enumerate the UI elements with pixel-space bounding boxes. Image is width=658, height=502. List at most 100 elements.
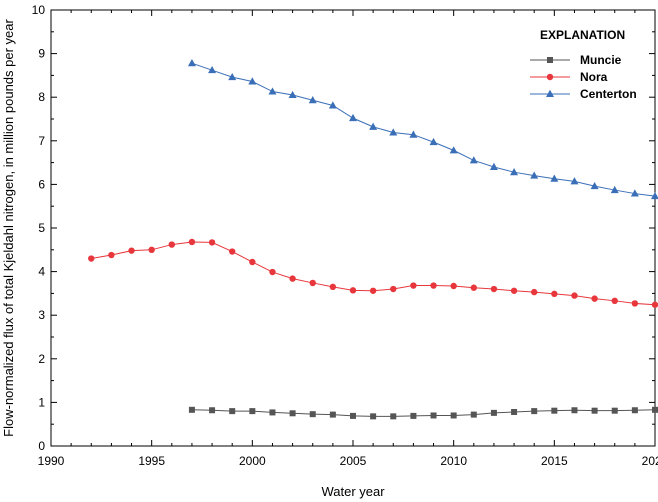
nora-data-point bbox=[148, 246, 155, 253]
muncie-data-point bbox=[631, 407, 638, 414]
x-axis-title: Water year bbox=[321, 484, 385, 499]
nora-data-point bbox=[88, 255, 95, 262]
centerton-data-point bbox=[610, 185, 619, 194]
muncie-data-point bbox=[551, 407, 558, 414]
nora-data-point bbox=[289, 275, 296, 282]
muncie-data-point bbox=[611, 407, 618, 414]
centerton-data-point bbox=[308, 96, 317, 104]
muncie-data-point bbox=[350, 412, 356, 419]
muncie-data-point bbox=[410, 412, 417, 419]
muncie-data-point bbox=[430, 412, 437, 419]
nora-data-point bbox=[229, 248, 236, 255]
nora-data-point bbox=[349, 287, 357, 294]
nora-data-point bbox=[369, 287, 377, 294]
nora-data-point bbox=[510, 287, 518, 294]
centerton-data-point bbox=[590, 181, 599, 190]
y-tick-label: 3 bbox=[38, 308, 45, 322]
nora-data-point bbox=[128, 247, 135, 254]
muncie-data-point bbox=[390, 413, 397, 420]
centerton-legend-label: Centerton bbox=[580, 87, 637, 101]
centerton-data-point bbox=[550, 174, 559, 182]
data-series bbox=[88, 58, 658, 420]
x-tick-label: 2000 bbox=[239, 454, 266, 468]
nora-data-point bbox=[430, 282, 437, 289]
centerton-data-point bbox=[489, 162, 498, 170]
centerton-data-point bbox=[187, 58, 196, 67]
centerton-data-point bbox=[248, 77, 257, 85]
series-muncie bbox=[188, 406, 658, 420]
centerton-data-point bbox=[429, 137, 438, 146]
x-tick-label: 2010 bbox=[440, 454, 467, 468]
nora-data-point bbox=[329, 283, 337, 291]
muncie-data-point bbox=[269, 409, 276, 416]
muncie-data-point bbox=[490, 409, 497, 416]
legend: EXPLANATION Muncie Nora Centerton bbox=[530, 28, 637, 101]
series-nora bbox=[88, 238, 658, 308]
nora-data-point bbox=[208, 239, 216, 246]
centerton-data-point bbox=[369, 122, 378, 130]
centerton-data-point bbox=[328, 101, 337, 109]
centerton-legend-marker bbox=[546, 89, 554, 97]
nora-data-point bbox=[390, 285, 397, 293]
muncie-series-line bbox=[191, 409, 656, 417]
muncie-data-point bbox=[370, 413, 377, 420]
x-tick-label: 2020 bbox=[642, 454, 658, 468]
centerton-series-line bbox=[191, 62, 656, 197]
y-tick-label: 6 bbox=[38, 177, 45, 191]
y-axis-title: Flow-normalized flux of total Kjeldahl n… bbox=[1, 19, 16, 437]
nora-data-point bbox=[470, 284, 477, 291]
series-centerton bbox=[187, 58, 658, 200]
nora-data-point bbox=[249, 258, 256, 266]
centerton-data-point bbox=[630, 189, 639, 197]
centerton-data-point bbox=[530, 171, 539, 179]
muncie-data-point bbox=[249, 408, 256, 415]
y-tick-label: 9 bbox=[38, 47, 45, 61]
muncie-data-point bbox=[531, 408, 538, 415]
y-tick-label: 1 bbox=[38, 395, 45, 409]
nora-data-point bbox=[309, 279, 316, 287]
y-tick-label: 10 bbox=[32, 3, 46, 17]
nora-legend-label: Nora bbox=[580, 70, 608, 84]
muncie-data-point bbox=[511, 408, 518, 415]
y-tick-label: 5 bbox=[38, 221, 45, 235]
centerton-data-point bbox=[409, 130, 418, 138]
x-tick-label: 2015 bbox=[541, 454, 568, 468]
nora-data-point bbox=[531, 288, 538, 296]
y-tick-label: 8 bbox=[38, 90, 45, 104]
muncie-data-point bbox=[209, 407, 216, 414]
centerton-data-point bbox=[389, 128, 398, 136]
axis-ticks: 1990 1995 2000 2005 2010 2015 2020 0 1 2 3 4 5 6 7 8 9 10 bbox=[32, 3, 658, 468]
muncie-data-point bbox=[229, 408, 236, 415]
nora-data-point bbox=[571, 292, 578, 299]
muncie-legend-marker bbox=[547, 57, 553, 63]
nora-data-point bbox=[168, 241, 175, 248]
x-tick-label: 1990 bbox=[38, 454, 65, 468]
muncie-data-point bbox=[450, 412, 457, 419]
nora-data-point bbox=[108, 251, 115, 259]
nora-data-point bbox=[591, 295, 598, 302]
centerton-data-point bbox=[570, 177, 579, 185]
nora-data-point bbox=[269, 268, 276, 276]
centerton-data-point bbox=[228, 72, 237, 81]
nora-legend-marker bbox=[546, 73, 554, 81]
muncie-data-point bbox=[571, 407, 578, 414]
nora-data-point bbox=[631, 300, 639, 307]
nora-series-line bbox=[91, 241, 656, 306]
muncie-data-point bbox=[591, 407, 598, 414]
muncie-data-point bbox=[289, 410, 296, 417]
legend-title: EXPLANATION bbox=[540, 28, 625, 42]
centerton-data-point bbox=[208, 65, 217, 74]
nora-data-point bbox=[188, 238, 196, 246]
x-tick-label: 2005 bbox=[340, 454, 367, 468]
centerton-data-point bbox=[651, 191, 658, 200]
centerton-data-point bbox=[268, 87, 277, 95]
nora-data-point bbox=[490, 285, 498, 293]
y-tick-label: 2 bbox=[38, 352, 45, 366]
centerton-data-point bbox=[288, 90, 297, 99]
nora-data-point bbox=[651, 301, 658, 308]
nora-data-point bbox=[450, 282, 457, 290]
muncie-data-point bbox=[470, 411, 477, 418]
muncie-legend-label: Muncie bbox=[580, 53, 622, 67]
muncie-data-point bbox=[309, 411, 316, 418]
nora-data-point bbox=[551, 290, 558, 298]
